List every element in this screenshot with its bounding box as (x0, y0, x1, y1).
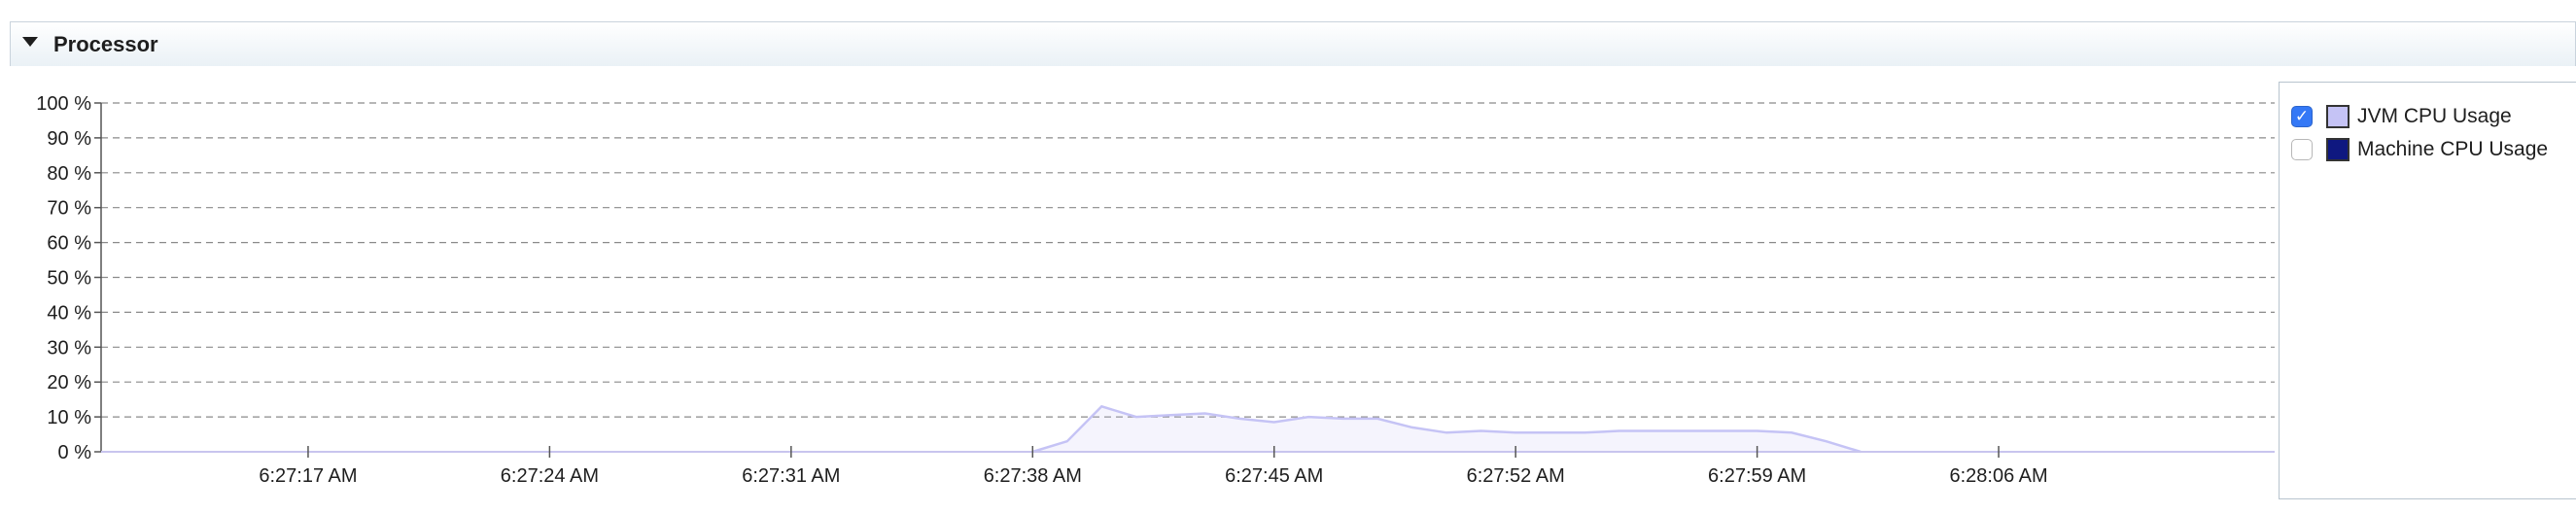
y-tick-label: 100 % (36, 93, 91, 115)
x-tick-label: 6:27:17 AM (259, 465, 357, 487)
y-tick-label: 60 % (47, 233, 91, 255)
machine-cpu-usage-checkbox[interactable] (2291, 139, 2313, 160)
y-tick-label: 50 % (47, 268, 91, 290)
x-tick-label: 6:27:52 AM (1467, 465, 1565, 487)
legend-label: JVM CPU Usage (2357, 105, 2512, 128)
y-tick-label: 80 % (47, 163, 91, 185)
y-tick-label: 70 % (47, 198, 91, 220)
x-tick-label: 6:27:45 AM (1225, 465, 1323, 487)
cpu-usage-chart: 0 % 10 % 20 % 30 % 40 % 50 % 60 % 70 % 80 % 90 % 1… (0, 66, 2279, 513)
chart-legend: ✓ JVM CPU Usage Machine CPU Usage (2279, 82, 2576, 499)
x-tick-label: 6:27:31 AM (742, 465, 840, 487)
x-tick-label: 6:27:38 AM (984, 465, 1082, 487)
x-tick-label: 6:27:59 AM (1708, 465, 1806, 487)
y-tick-label: 30 % (47, 337, 91, 359)
legend-item-jvm-cpu-usage[interactable]: ✓ JVM CPU Usage (2291, 100, 2512, 133)
series-area-0 (1032, 406, 1861, 452)
legend-label: Machine CPU Usage (2357, 138, 2548, 161)
triangle-down-icon[interactable] (22, 37, 38, 47)
jvm-cpu-usage-checkbox[interactable]: ✓ (2291, 106, 2313, 127)
x-tick-label: 6:27:24 AM (501, 465, 599, 487)
legend-swatch (2326, 105, 2350, 128)
y-tick-label: 40 % (47, 302, 91, 324)
legend-swatch (2326, 138, 2350, 161)
legend-item-machine-cpu-usage[interactable]: Machine CPU Usage (2291, 133, 2548, 166)
processor-panel-header[interactable]: Processor (10, 21, 2576, 66)
y-tick-label: 10 % (47, 407, 91, 428)
panel-title: Processor (53, 32, 158, 57)
y-tick-label: 20 % (47, 372, 91, 393)
y-tick-label: 0 % (58, 442, 92, 463)
y-tick-label: 90 % (47, 128, 91, 150)
checkmark-icon: ✓ (2295, 109, 2309, 125)
x-tick-label: 6:28:06 AM (1949, 465, 2047, 487)
